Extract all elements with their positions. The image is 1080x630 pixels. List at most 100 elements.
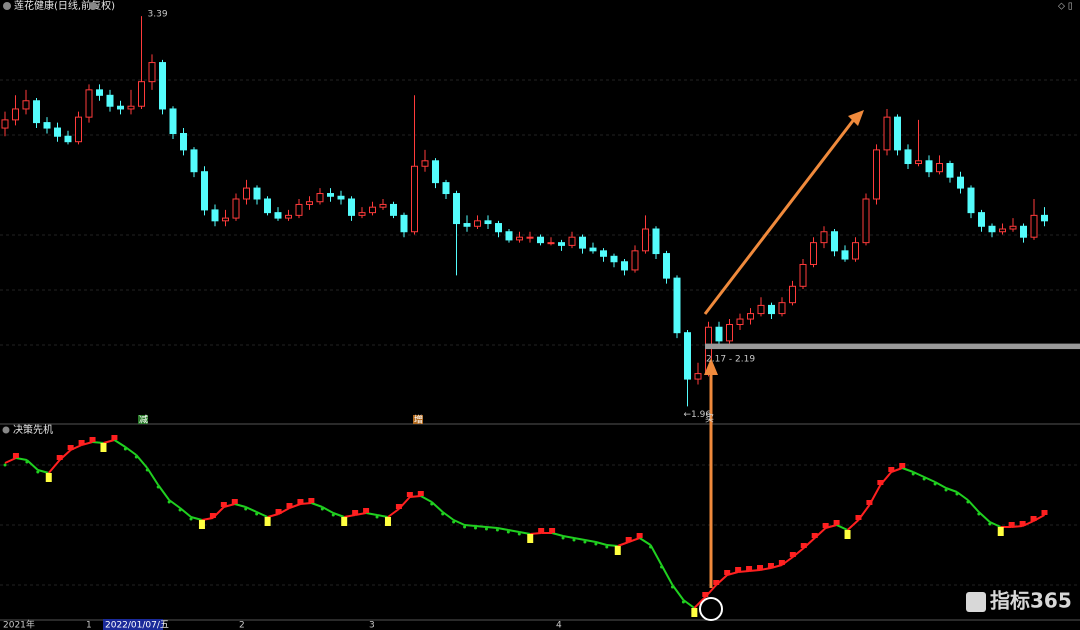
indicator-segment xyxy=(595,541,608,546)
fall-marker xyxy=(123,447,127,451)
fall-marker xyxy=(36,470,40,474)
candle-body xyxy=(295,203,303,216)
candle-body xyxy=(957,176,964,189)
fall-marker xyxy=(156,485,160,489)
rise-marker xyxy=(1019,521,1026,526)
rise-marker xyxy=(1008,522,1015,527)
indicator-segment xyxy=(113,439,126,448)
rise-marker xyxy=(56,455,63,460)
icon[interactable] xyxy=(3,2,11,10)
fall-marker xyxy=(145,468,149,472)
fall-marker xyxy=(320,507,324,511)
fall-marker xyxy=(495,528,499,532)
candle-body xyxy=(127,105,135,110)
candle-body xyxy=(789,285,796,304)
indicator-segment xyxy=(332,512,345,518)
candle-body xyxy=(768,304,775,315)
turn-marker xyxy=(997,527,1004,536)
candle-body xyxy=(978,212,985,227)
candle-body xyxy=(75,116,82,143)
candle-body xyxy=(379,203,387,208)
indicator-segment xyxy=(519,531,531,535)
rise-marker xyxy=(636,533,643,538)
candle-body xyxy=(988,225,996,233)
candle-body xyxy=(148,62,156,83)
x-axis-label: 3 xyxy=(369,621,375,630)
rise-marker xyxy=(625,537,632,542)
candle-body xyxy=(747,313,754,320)
fall-marker xyxy=(484,527,488,531)
rise-marker xyxy=(89,437,96,442)
indicator-segment xyxy=(989,521,1002,528)
indicator-segment xyxy=(682,599,695,609)
rise-marker xyxy=(724,570,731,575)
x-axis-label: 2 xyxy=(239,621,245,630)
rise-marker xyxy=(1030,516,1037,521)
candle-body xyxy=(106,94,114,107)
icon[interactable] xyxy=(2,426,10,434)
indicator-segment xyxy=(420,495,433,503)
x-axis-label: 1 xyxy=(86,621,92,630)
indicator-segment xyxy=(431,501,444,513)
fall-marker xyxy=(605,545,609,549)
indicator-segment xyxy=(551,532,564,537)
signal-label: 增 xyxy=(414,414,423,426)
candle-body xyxy=(621,261,628,271)
candle-body xyxy=(862,198,870,244)
indicator xyxy=(3,435,1048,617)
fall-marker xyxy=(561,536,565,540)
candle-body xyxy=(432,160,439,184)
settings-icon[interactable] xyxy=(89,2,97,10)
rise-marker xyxy=(538,528,545,533)
fall-marker xyxy=(911,472,915,476)
candle-body xyxy=(663,253,670,279)
turn-marker xyxy=(198,520,205,529)
candle-body xyxy=(1,119,9,129)
indicator-segment xyxy=(453,519,465,526)
candle-body xyxy=(568,236,576,246)
indicator-segment xyxy=(475,525,487,528)
candle-body xyxy=(726,324,733,342)
indicator-segment xyxy=(387,508,400,518)
indicator-segment xyxy=(606,544,618,547)
candle-body xyxy=(841,250,849,260)
rise-marker xyxy=(417,491,424,496)
indicator-segment xyxy=(442,511,455,521)
rise-marker xyxy=(811,533,818,538)
fall-marker xyxy=(452,520,456,524)
candle-body xyxy=(96,89,103,96)
toolbar-icons[interactable]: ◇ ▯ xyxy=(1058,2,1073,12)
rise-marker xyxy=(275,509,282,514)
watermark-logo xyxy=(966,592,986,612)
candle-body xyxy=(33,100,40,124)
indicator-segment xyxy=(934,481,947,489)
fall-marker xyxy=(594,542,598,546)
candle-body xyxy=(810,242,817,265)
rise-marker xyxy=(220,502,227,507)
indicator-segment xyxy=(179,507,192,518)
signal-label: 减 xyxy=(139,414,148,426)
fall-marker xyxy=(189,517,193,521)
x-axis-label: 2022/01/07/五 xyxy=(105,621,169,630)
price-annotation: 3.39 xyxy=(148,10,168,20)
watermark: 指标365 xyxy=(990,589,1072,613)
fall-marker xyxy=(966,500,970,504)
candle-body xyxy=(421,160,429,167)
indicator-segment xyxy=(234,503,246,508)
indicator-segment xyxy=(639,537,652,546)
indicator-segment xyxy=(649,544,663,566)
rise-marker xyxy=(297,499,304,504)
rise-marker xyxy=(78,440,85,445)
turn-marker xyxy=(264,517,271,526)
highlight-circle xyxy=(699,597,723,621)
indicator-segment xyxy=(660,564,674,586)
candle-body xyxy=(411,165,418,233)
candle-body xyxy=(831,231,838,252)
indicator-segment xyxy=(573,537,586,541)
indicator-segment xyxy=(693,596,707,609)
fall-marker xyxy=(977,512,981,516)
candle-body xyxy=(904,149,912,165)
indicator-segment xyxy=(923,476,936,483)
x-axis-label: 2021年 xyxy=(3,619,35,630)
